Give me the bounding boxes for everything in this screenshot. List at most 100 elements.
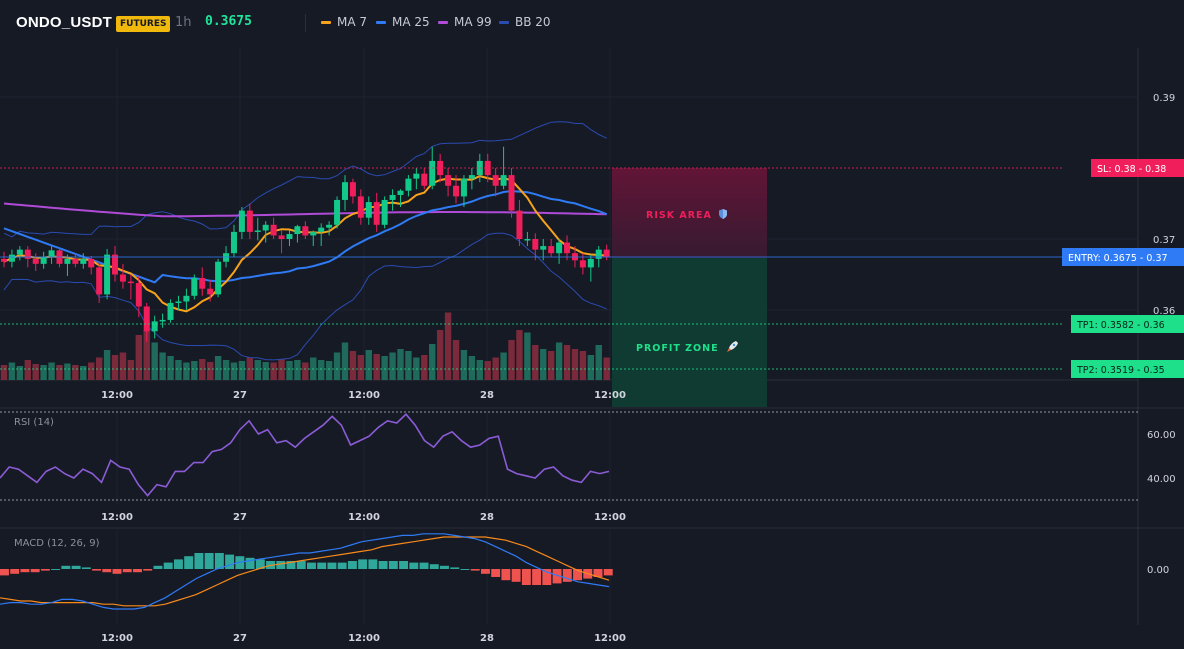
macd-hist-bar — [81, 567, 91, 569]
time-tick: 12:00 — [348, 390, 380, 401]
candle — [191, 274, 198, 300]
macd-tick: 0.00 — [1147, 565, 1169, 576]
candle — [96, 261, 103, 303]
volume-bar — [516, 330, 523, 380]
macd-hist-bar — [286, 561, 296, 569]
volume-bar — [151, 342, 158, 380]
volume-bar — [484, 361, 491, 380]
symbol-name[interactable]: ONDO_USDT — [16, 14, 112, 31]
macd-hist-bar — [225, 554, 235, 569]
macd-hist-bar — [92, 569, 102, 571]
legend-ma99[interactable]: MA 99 — [438, 15, 492, 29]
time-tick: 12:00 — [594, 390, 626, 401]
time-tick: 12:00 — [101, 633, 133, 644]
volume-bar — [421, 355, 428, 380]
candle — [127, 274, 134, 300]
candle — [603, 244, 610, 261]
candle — [207, 280, 214, 302]
volume-bar — [230, 362, 238, 380]
volume-bar — [222, 360, 230, 380]
profit-zone-label: PROFIT ZONE — [636, 343, 719, 354]
candle — [294, 224, 301, 243]
candle — [40, 251, 47, 269]
macd-hist-bar — [276, 561, 286, 569]
volume-bar — [563, 345, 571, 380]
last-price: 0.3675 — [205, 14, 252, 29]
candle — [230, 224, 237, 257]
time-tick: 27 — [233, 633, 247, 644]
legend-bb20[interactable]: BB 20 — [499, 15, 551, 29]
candle — [183, 288, 190, 310]
rocket-icon — [727, 341, 738, 352]
sl-label[interactable]: SL: 0.38 - 0.38 — [1091, 159, 1184, 177]
candle — [119, 263, 126, 289]
candle — [468, 168, 475, 190]
candle — [587, 254, 594, 282]
macd-hist-bar — [593, 569, 603, 577]
macd-hist-bar — [255, 559, 265, 569]
candlesticks — [1, 146, 610, 342]
volume-bar — [238, 361, 246, 380]
volume-bar — [286, 361, 293, 380]
volume-bar — [373, 354, 380, 380]
volume-bar — [397, 349, 404, 380]
ma99-line — [3, 202, 607, 218]
macd-line — [0, 533, 610, 610]
volume-bar — [143, 330, 150, 380]
rsi-tick: 40.00 — [1147, 474, 1176, 485]
candle — [135, 275, 142, 318]
candle — [32, 253, 39, 271]
volume-bar — [199, 359, 206, 380]
candle — [1, 251, 7, 268]
volume-bar — [318, 360, 325, 380]
legend-ma7[interactable]: MA 7 — [321, 15, 367, 29]
candle — [278, 230, 285, 254]
trade-levels: SL: 0.38 - 0.38 ENTRY: 0.3675 - 0.37 TP1: … — [0, 159, 1184, 378]
volume-bar — [32, 364, 39, 380]
legend-ma25[interactable]: MA 25 — [376, 15, 430, 29]
volume-bar — [492, 357, 499, 380]
candle — [579, 253, 586, 275]
candle — [310, 230, 317, 247]
tp2-label[interactable]: TP2: 0.3519 - 0.35 — [1071, 360, 1184, 378]
volume-bar — [571, 349, 579, 380]
candle — [397, 189, 404, 208]
bollinger-bands — [3, 121, 607, 361]
legend-label: BB 20 — [515, 15, 551, 29]
volume-bar — [262, 362, 269, 380]
time-tick: 12:00 — [101, 512, 133, 523]
macd-hist-bar — [388, 561, 398, 569]
macd-hist-bar — [378, 561, 388, 569]
macd-title: MACD (12, 26, 9) — [14, 538, 100, 549]
macd-hist-bar — [399, 561, 409, 569]
candle — [532, 233, 539, 261]
timeframe-label[interactable]: 1h — [175, 15, 192, 30]
chart-header: ONDO_USDT FUTURES 1h 0.3675 MA 7 MA 25 M… — [0, 0, 1184, 48]
candle — [421, 168, 428, 190]
legend-label: MA 25 — [392, 15, 430, 29]
tp1-label[interactable]: TP1: 0.3582 - 0.36 — [1071, 315, 1184, 333]
volume-bar — [540, 349, 547, 380]
rsi-tick: 60.00 — [1147, 430, 1176, 441]
macd-hist-bar — [440, 565, 449, 569]
candle — [318, 223, 325, 247]
grid-lines — [0, 48, 1139, 625]
shield-icon — [719, 209, 727, 219]
entry-label[interactable]: ENTRY: 0.3675 - 0.37 — [1062, 248, 1184, 266]
candle — [357, 189, 364, 225]
volume-bars — [0, 312, 610, 380]
macd-hist-bar — [460, 569, 470, 570]
macd-hist-bar — [358, 559, 368, 569]
price-axis[interactable]: 0.39 0.37 0.36 — [1153, 93, 1175, 317]
candle — [286, 230, 293, 247]
legend-swatch — [321, 20, 331, 24]
macd-hist-bar — [102, 569, 112, 573]
candle — [334, 196, 341, 229]
risk-area-zone — [612, 168, 767, 258]
macd-signal-line — [0, 536, 610, 607]
rsi-line — [0, 413, 610, 497]
volume-bar — [103, 350, 111, 380]
macd-hist-bar — [51, 569, 61, 570]
macd-hist-bar — [603, 569, 613, 576]
